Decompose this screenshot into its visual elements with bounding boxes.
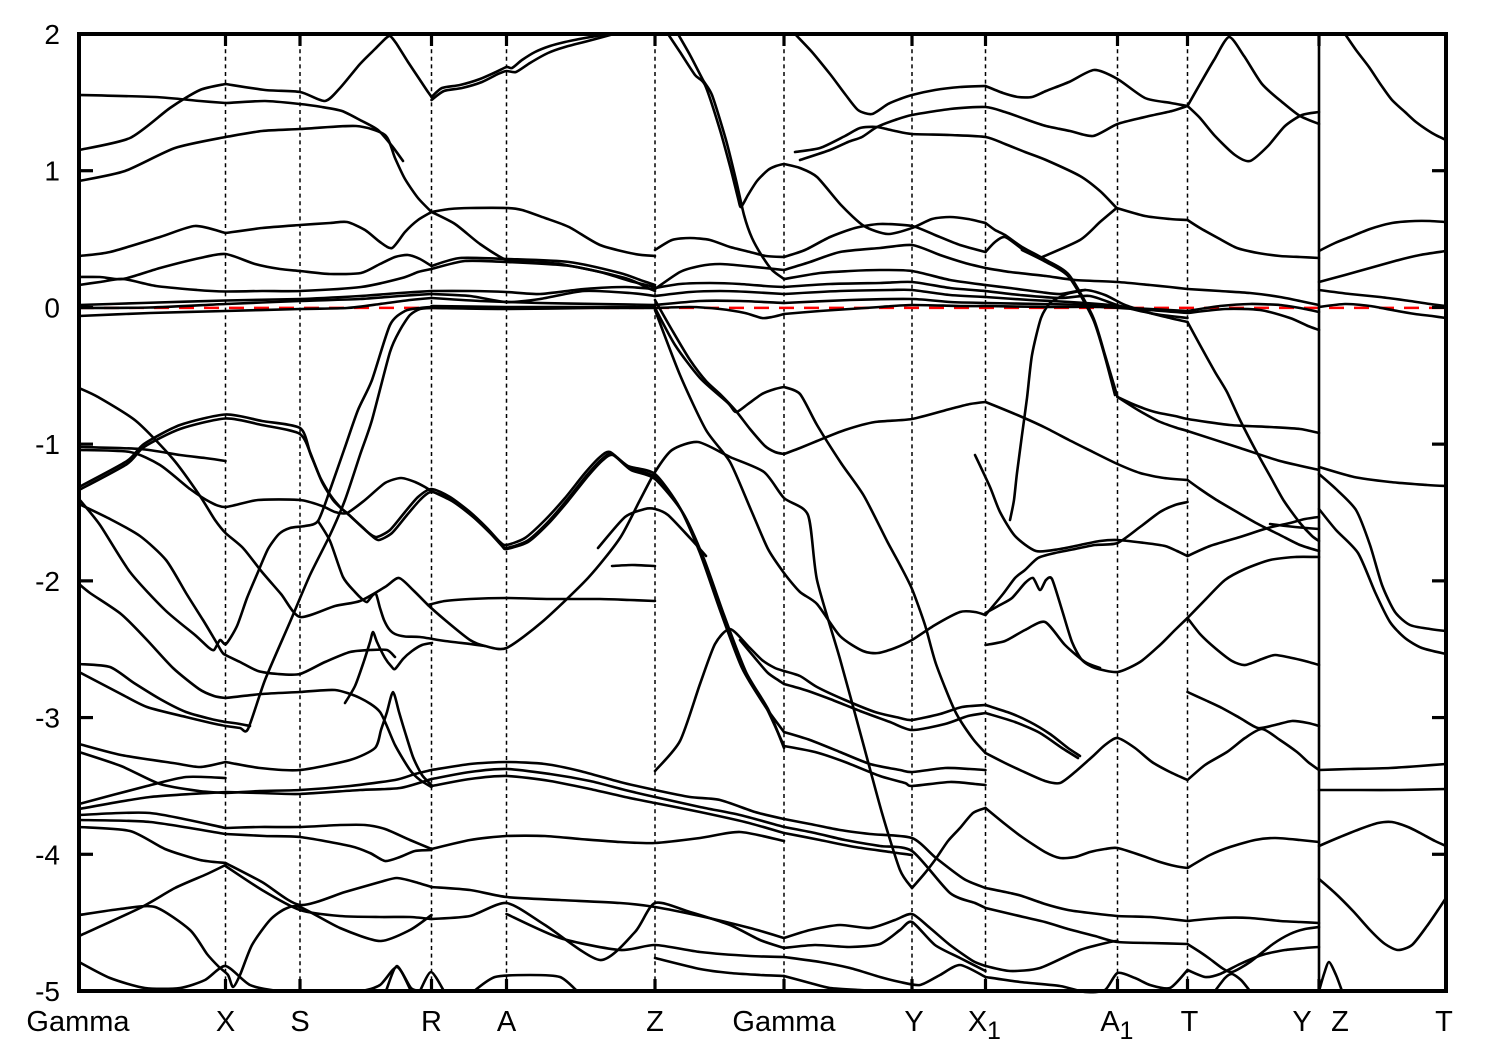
svg-text:T: T — [1181, 1006, 1199, 1038]
svg-text:-3: -3 — [35, 703, 60, 734]
svg-text:-1: -1 — [35, 429, 60, 460]
svg-text:2: 2 — [44, 19, 60, 50]
svg-text:X: X — [968, 1006, 987, 1038]
svg-text:X: X — [216, 1006, 235, 1038]
svg-text:-4: -4 — [35, 839, 60, 870]
svg-text:S: S — [290, 1006, 309, 1038]
svg-text:1: 1 — [1120, 1017, 1134, 1045]
svg-text:Z: Z — [646, 1006, 664, 1038]
svg-text:0: 0 — [44, 292, 60, 323]
svg-text:-2: -2 — [35, 566, 60, 597]
svg-text:A: A — [1100, 1006, 1120, 1038]
svg-text:A: A — [497, 1006, 517, 1038]
svg-text:Gamma: Gamma — [732, 1006, 836, 1038]
svg-text:T: T — [1435, 1006, 1453, 1038]
svg-text:Z: Z — [1331, 1006, 1349, 1038]
svg-text:1: 1 — [987, 1017, 1001, 1045]
svg-text:-5: -5 — [35, 976, 60, 1007]
svg-text:R: R — [421, 1006, 442, 1038]
svg-text:Y: Y — [904, 1006, 923, 1038]
svg-text:Gamma: Gamma — [26, 1006, 130, 1038]
svg-text:1: 1 — [44, 156, 60, 187]
svg-text:Y: Y — [1292, 1006, 1311, 1038]
